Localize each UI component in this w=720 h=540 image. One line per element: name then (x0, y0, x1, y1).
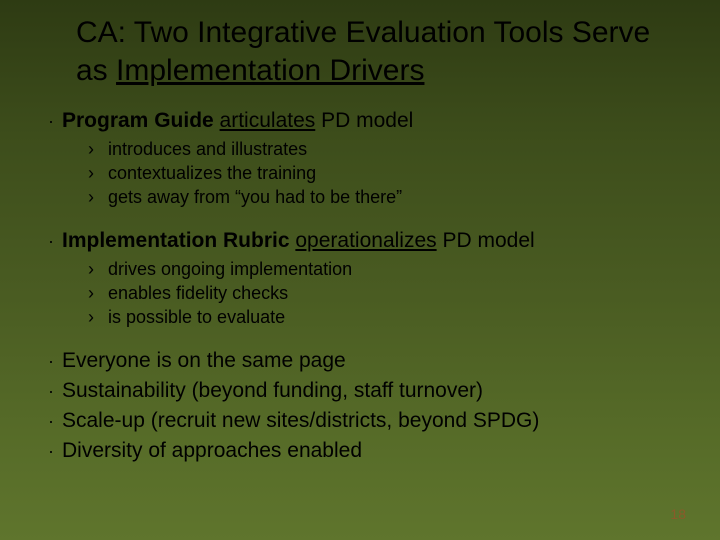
sub-text: introduces and illustrates (108, 137, 307, 161)
bullet-dot-icon: · (40, 227, 62, 255)
chevron-icon: › (88, 257, 108, 281)
list-item: ›drives ongoing implementation (88, 257, 690, 281)
list-item: ›introduces and illustrates (88, 137, 690, 161)
section-1: · Program Guide articulates PD model ›in… (40, 107, 690, 209)
main-bullet-list: · Program Guide articulates PD model ›in… (40, 107, 690, 329)
bullet-dot-icon: · (40, 347, 62, 375)
section-2-underlined: operationalizes (295, 229, 436, 252)
section-1-bold: Program Guide (62, 109, 214, 132)
section-1-heading: Program Guide articulates PD model (62, 107, 413, 135)
page-number: 18 (670, 506, 686, 522)
chevron-icon: › (88, 281, 108, 305)
outcome-text: Everyone is on the same page (62, 347, 346, 375)
section-2-heading: Implementation Rubric operationalizes PD… (62, 227, 535, 255)
sub-text: enables fidelity checks (108, 281, 288, 305)
section-1-underlined: articulates (220, 109, 316, 132)
list-item: ›contextualizes the training (88, 161, 690, 185)
bullet-dot-icon: · (40, 377, 62, 405)
sub-text: drives ongoing implementation (108, 257, 352, 281)
section-2-sub-list: ›drives ongoing implementation ›enables … (88, 257, 690, 329)
chevron-icon: › (88, 185, 108, 209)
section-2-rest: PD model (437, 229, 535, 252)
outcome-bullet-list: ·Everyone is on the same page ·Sustainab… (40, 347, 690, 465)
list-item: ·Sustainability (beyond funding, staff t… (40, 377, 690, 405)
chevron-icon: › (88, 137, 108, 161)
list-item: ·Diversity of approaches enabled (40, 437, 690, 465)
sub-text: contextualizes the training (108, 161, 316, 185)
list-item: ·Scale-up (recruit new sites/districts, … (40, 407, 690, 435)
section-1-rest: PD model (315, 109, 413, 132)
bullet-dot-icon: · (40, 407, 62, 435)
outcome-text: Diversity of approaches enabled (62, 437, 362, 465)
sub-text: is possible to evaluate (108, 305, 285, 329)
list-item: ·Everyone is on the same page (40, 347, 690, 375)
chevron-icon: › (88, 305, 108, 329)
sub-text: gets away from “you had to be there” (108, 185, 402, 209)
list-item: ›enables fidelity checks (88, 281, 690, 305)
bullet-dot-icon: · (40, 107, 62, 135)
list-item: ›is possible to evaluate (88, 305, 690, 329)
slide-title: CA: Two Integrative Evaluation Tools Ser… (76, 14, 690, 89)
list-item: ›gets away from “you had to be there” (88, 185, 690, 209)
section-2: · Implementation Rubric operationalizes … (40, 227, 690, 329)
section-2-bold: Implementation Rubric (62, 229, 290, 252)
bullet-dot-icon: · (40, 437, 62, 465)
chevron-icon: › (88, 161, 108, 185)
section-1-sub-list: ›introduces and illustrates ›contextuali… (88, 137, 690, 209)
outcome-text: Sustainability (beyond funding, staff tu… (62, 377, 483, 405)
outcome-text: Scale-up (recruit new sites/districts, b… (62, 407, 539, 435)
title-text-underlined: Implementation Drivers (116, 54, 424, 87)
slide: CA: Two Integrative Evaluation Tools Ser… (0, 0, 720, 540)
